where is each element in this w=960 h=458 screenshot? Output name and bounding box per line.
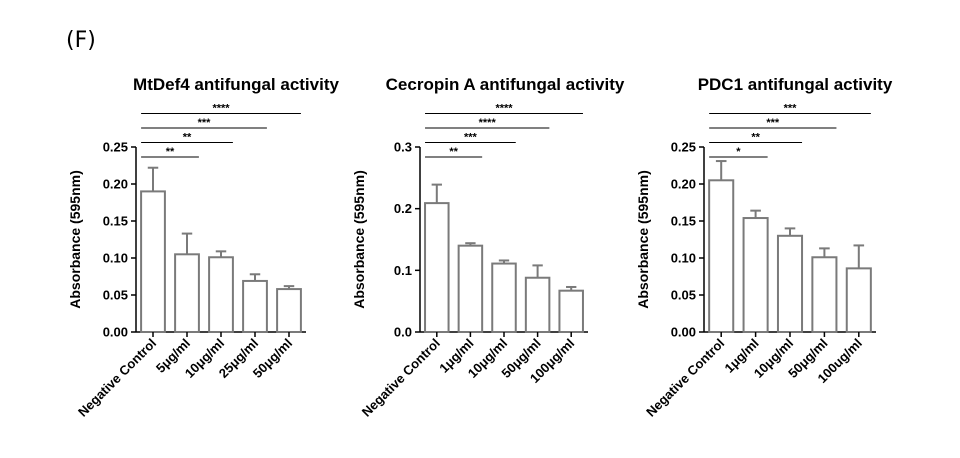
significance-label: *** <box>784 103 798 115</box>
y-tick-label: 0.20 <box>671 177 696 192</box>
significance-label: *** <box>198 117 212 129</box>
significance-label: **** <box>479 117 497 129</box>
significance-label: *** <box>464 132 478 144</box>
y-axis-label: Absorbance (595nm) <box>635 170 651 308</box>
panel-label: (F) <box>66 28 96 53</box>
bar <box>845 267 872 333</box>
chart-title: PDC1 antifungal activity <box>698 75 893 94</box>
y-tick-label: 0.05 <box>671 288 696 303</box>
bar <box>811 256 838 334</box>
chart-2: Cecropin A antifungal activity 0.0 0.1 0.2 0… <box>351 75 625 420</box>
y-tick-label: 0.20 <box>103 177 128 192</box>
bar <box>491 262 517 333</box>
y-tick-label: 0.10 <box>103 251 128 266</box>
y-tick-label: 0.0 <box>394 325 412 340</box>
y-tick-label: 0.2 <box>394 201 412 216</box>
y-tick-label: 0.3 <box>394 140 412 155</box>
bar <box>174 253 200 333</box>
y-tick-label: 0.1 <box>394 263 412 278</box>
significance-label: **** <box>495 103 513 115</box>
significance-label: ** <box>449 146 458 158</box>
y-tick-label: 0.00 <box>671 325 696 340</box>
y-tick-label: 0.00 <box>103 325 128 340</box>
chart-title: MtDef4 antifungal activity <box>133 75 339 94</box>
bar <box>276 288 302 333</box>
significance-label: *** <box>766 117 780 129</box>
category-label: Negative Control <box>643 336 727 420</box>
significance-label: * <box>736 146 741 158</box>
category-label: Negative Control <box>75 336 159 420</box>
bar <box>424 202 450 333</box>
y-tick-label: 0.15 <box>103 214 128 229</box>
bar <box>776 234 804 333</box>
chart-3: PDC1 antifungal activity 0.00 0.05 0.10 0.15… <box>635 75 893 420</box>
y-tick-label: 0.25 <box>103 140 128 155</box>
bar <box>208 256 234 334</box>
significance-label: ** <box>166 146 175 158</box>
bar <box>140 190 166 333</box>
significance-label: ** <box>183 132 192 144</box>
y-axis-label: Absorbance (595nm) <box>67 170 83 308</box>
y-tick-label: 0.25 <box>671 140 696 155</box>
y-tick-label: 0.15 <box>671 214 696 229</box>
bar <box>742 217 769 333</box>
y-tick-label: 0.10 <box>671 251 696 266</box>
significance-label: ** <box>751 132 760 144</box>
y-axis-label: Absorbance (595nm) <box>351 170 367 308</box>
chart-title: Cecropin A antifungal activity <box>386 75 625 94</box>
y-tick-label: 0.05 <box>103 288 128 303</box>
bar <box>708 179 735 333</box>
significance-label: **** <box>212 103 230 115</box>
category-label: Negative Control <box>359 336 443 420</box>
bar <box>457 244 484 334</box>
bar <box>558 289 584 333</box>
bar <box>524 276 551 334</box>
chart-1: MtDef4 antifungal activity 0.00 0.05 0.10 0.… <box>67 75 340 420</box>
bar <box>242 279 268 334</box>
